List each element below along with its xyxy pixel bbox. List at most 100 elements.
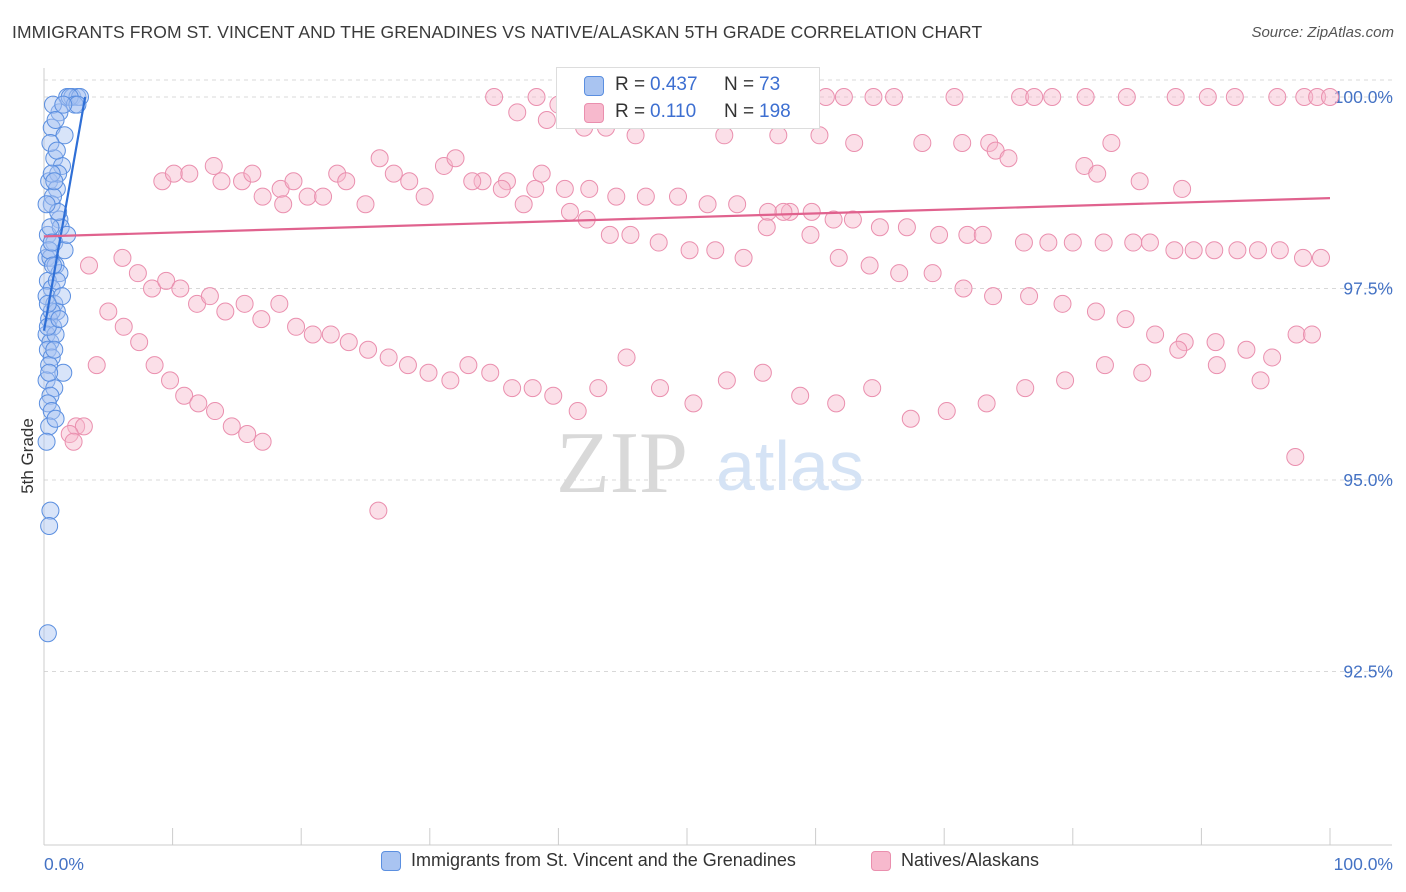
data-point [1095,356,1114,375]
data-point [845,133,864,152]
data-point [189,394,208,413]
x-tick-label-min: 0.0% [44,854,84,874]
data-point [791,386,810,405]
data-point [1184,241,1203,260]
data-point [827,394,846,413]
data-point [46,110,65,129]
data-point [446,149,465,168]
watermark-zip: ZIP [556,415,688,512]
data-point [1169,340,1188,359]
n-label: N = [724,74,755,95]
data-point [47,141,66,160]
data-point [1311,248,1330,267]
data-point [1268,88,1287,106]
data-point [1175,333,1194,352]
data-point [46,325,65,344]
legend-swatch-pink [584,103,604,123]
data-point [568,402,587,421]
data-point [1308,88,1327,106]
data-point [514,195,533,214]
data-point [473,172,492,191]
r-value: 0.110 [650,101,697,122]
trendlines [42,96,1331,331]
data-point [774,202,793,221]
data-point [1198,88,1217,106]
data-point [650,379,669,398]
data-point [1053,294,1072,313]
data-point [715,126,734,145]
data-point [175,386,194,405]
data-point [757,218,776,237]
data-point [1293,248,1312,267]
chart-title: IMMIGRANTS FROM ST. VINCENT AND THE GREN… [12,22,983,42]
data-point [930,225,949,244]
data-point [759,202,778,221]
data-point [314,187,333,206]
data-point [1287,325,1306,344]
data-point [508,103,527,122]
data-point [42,195,61,214]
data-point [55,126,74,145]
data-point [1270,241,1289,260]
data-point [860,256,879,275]
data-point [384,164,403,183]
data-point [253,432,272,451]
data-point [130,333,149,352]
data-point [113,248,132,267]
data-point [328,164,347,183]
data-point [145,356,164,375]
data-point [728,195,747,214]
data-point [74,417,93,436]
legend-swatch-blue [381,850,401,871]
data-point [1094,233,1113,252]
data-point [945,88,964,106]
data-point [303,325,322,344]
data-point [537,110,556,129]
data-point [680,241,699,260]
data-point [398,356,417,375]
data-point [980,133,999,152]
trendline-immigrants [42,96,87,331]
data-point [41,501,60,520]
data-point [481,363,500,382]
data-point [600,225,619,244]
data-point [321,325,340,344]
data-point [1206,333,1225,352]
data-point [54,363,73,382]
data-point [53,287,72,306]
data-point [171,279,190,298]
data-point [503,379,522,398]
data-point [829,248,848,267]
data-point [617,348,636,367]
x-tick-label-max: 100.0% [1334,854,1393,874]
data-point [206,402,225,421]
data-point [64,432,83,451]
data-point [243,164,262,183]
data-point [999,149,1018,168]
data-point [1225,88,1244,106]
data-point [44,95,63,114]
data-point [1086,302,1105,321]
data-point [1205,241,1224,260]
legend-label-natives: Natives/Alaskans [901,850,1040,870]
data-point [233,172,252,191]
data-point [270,294,289,313]
data-point [1088,164,1107,183]
data-point [337,172,356,191]
data-point [555,179,574,198]
data-point [801,225,820,244]
data-point [157,271,176,290]
data-point [252,310,271,329]
data-point [1173,179,1192,198]
data-point [379,348,398,367]
data-point [41,133,60,152]
data-point [41,218,60,237]
data-point [810,126,829,145]
data-point [589,379,608,398]
data-point [621,225,640,244]
data-point [1248,241,1267,260]
data-point [953,133,972,152]
data-point [1140,233,1159,252]
data-point [532,164,551,183]
data-point [222,417,241,436]
